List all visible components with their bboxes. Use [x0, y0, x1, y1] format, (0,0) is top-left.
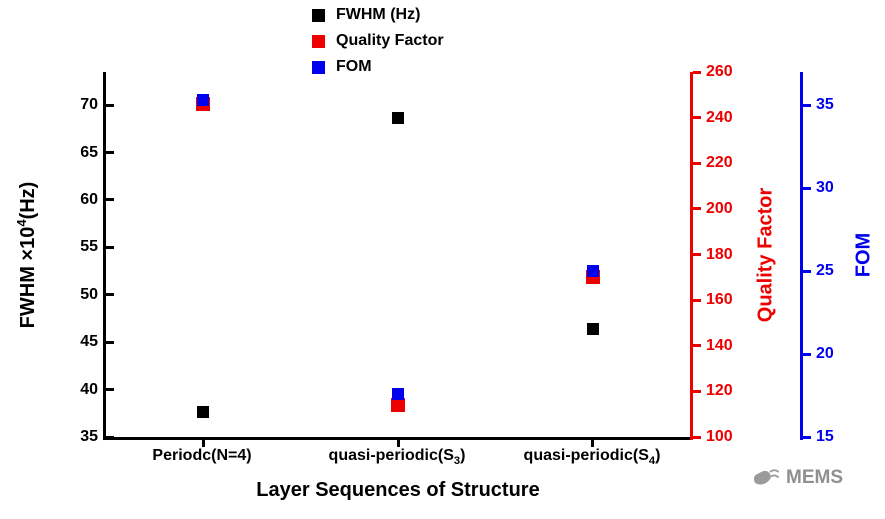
left-axis-tick-label: 35 — [80, 428, 98, 445]
qf-axis-tick-label: 120 — [706, 382, 733, 400]
left-axis-tick — [106, 388, 114, 392]
fom-axis-tick-label: 30 — [816, 179, 834, 197]
data-point-fwhm-hz — [392, 112, 404, 125]
watermark: MEMS — [752, 466, 843, 490]
qf-axis-tick — [693, 435, 701, 439]
legend-swatch — [312, 8, 325, 22]
fom-axis-line — [800, 72, 803, 440]
legend-label: Quality Factor — [336, 32, 444, 49]
category-label-quasi-s4: quasi-periodic(S4) — [523, 447, 661, 468]
fom-axis-title: FOM — [852, 232, 875, 278]
qf-axis-tick — [693, 161, 701, 165]
quality-factor-axis-line — [690, 72, 693, 440]
qf-axis-tick — [693, 207, 701, 211]
left-axis-title: FWHM ×104(Hz) — [14, 182, 40, 329]
left-axis-tick — [106, 198, 114, 202]
qf-axis-tick-label: 140 — [706, 336, 733, 354]
fom-axis-tick — [803, 269, 811, 273]
qf-axis-tick — [693, 389, 701, 393]
left-axis-tick-label: 65 — [80, 143, 98, 161]
data-point-fom — [586, 265, 599, 278]
left-axis-tick — [106, 340, 114, 344]
fom-axis-tick-label: 15 — [816, 428, 834, 445]
legend-swatch — [312, 34, 325, 48]
left-axis-tick — [106, 151, 114, 155]
left-axis-tick-label: 60 — [80, 190, 98, 208]
data-point-fwhm-hz — [586, 322, 599, 335]
quality-factor-axis-title: Quality Factor — [754, 187, 777, 323]
legend-label: FOM — [336, 58, 372, 75]
left-axis-title-exponent: 4 — [14, 219, 30, 227]
left-axis-tick — [106, 245, 114, 249]
x-axis-tick — [591, 440, 595, 447]
chart-legend: FWHM (Hz) Quality Factor FOM — [312, 6, 444, 84]
data-point-fom — [392, 387, 404, 400]
qf-axis-tick — [693, 70, 701, 74]
qf-axis-tick — [693, 298, 701, 302]
fom-axis-tick — [803, 103, 811, 107]
x-axis-line — [103, 437, 693, 440]
legend-item: Quality Factor — [312, 32, 444, 50]
fom-axis-tick-label: 25 — [816, 262, 834, 280]
qf-axis-tick — [693, 344, 701, 348]
left-axis-title-unit: (Hz) — [16, 181, 39, 220]
qf-axis-tick — [693, 116, 701, 120]
x-axis-tick — [201, 440, 205, 447]
legend-label: FWHM (Hz) — [336, 6, 421, 23]
left-axis-line — [103, 72, 106, 440]
fom-axis-tick — [803, 186, 811, 190]
left-axis-tick — [106, 293, 114, 297]
qf-axis-tick-label: 240 — [706, 108, 733, 126]
legend-item: FWHM (Hz) — [312, 6, 444, 24]
qf-axis-tick-label: 260 — [706, 63, 733, 80]
left-axis-tick-label: 55 — [80, 238, 98, 256]
legend-swatch — [312, 60, 325, 74]
qf-axis-tick-label: 160 — [706, 291, 733, 309]
fom-axis-tick-label: 35 — [816, 96, 834, 114]
x-axis-tick — [396, 440, 400, 447]
category-label-periodic: Periodc(N=4) — [152, 447, 252, 464]
qf-axis-tick — [693, 253, 701, 256]
category-label-quasi-s3: quasi-periodic(S3) — [328, 447, 466, 468]
left-axis-tick-label: 45 — [80, 333, 98, 351]
data-point-fom — [197, 94, 210, 107]
fom-axis-tick-label: 20 — [816, 345, 834, 363]
left-axis-tick — [106, 435, 114, 439]
mems-logo-icon — [752, 466, 780, 490]
data-point-quality-factor — [391, 398, 405, 413]
legend-item: FOM — [312, 58, 444, 76]
left-axis-tick-label: 40 — [80, 380, 98, 398]
qf-axis-tick-label: 200 — [706, 199, 733, 217]
left-axis-tick — [106, 103, 114, 107]
left-axis-title-text: FWHM ×10 — [16, 226, 39, 329]
data-point-fwhm-hz — [197, 406, 210, 419]
qf-axis-tick-label: 100 — [706, 428, 733, 445]
fom-axis-tick — [803, 352, 811, 356]
fom-axis-tick — [803, 435, 811, 439]
watermark-text: MEMS — [786, 467, 843, 488]
qf-axis-tick-label: 220 — [706, 154, 733, 172]
left-axis-tick-label: 70 — [80, 96, 98, 114]
x-axis-title: Layer Sequences of Structure — [256, 479, 540, 501]
left-axis-tick-label: 50 — [80, 285, 98, 303]
qf-axis-tick-label: 180 — [706, 245, 733, 263]
